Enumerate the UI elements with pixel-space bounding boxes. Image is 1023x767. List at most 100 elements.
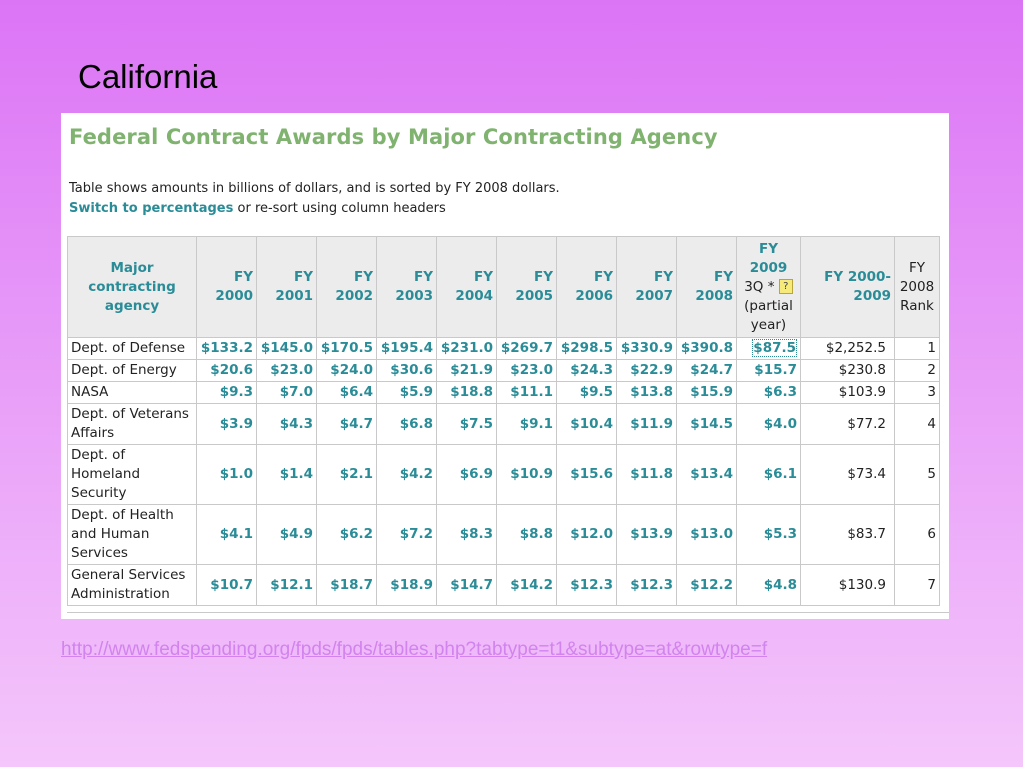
value-cell: $18.7 (316, 564, 377, 606)
fy2009-cell: $4.0 (736, 403, 801, 445)
fy2009-cell: $15.7 (736, 359, 801, 382)
value-cell: $4.9 (256, 504, 317, 565)
table-panel: Federal Contract Awards by Major Contrac… (61, 113, 949, 619)
fy2009-cell[interactable]: $87.5 (736, 337, 801, 360)
panel-heading: Federal Contract Awards by Major Contrac… (69, 125, 718, 149)
value-cell: $12.3 (616, 564, 677, 606)
help-icon[interactable]: ? (778, 279, 793, 294)
rank-cell: 6 (894, 504, 940, 565)
value-cell: $269.7 (496, 337, 557, 360)
value-cell: $18.9 (376, 564, 437, 606)
total-cell: $77.2 (800, 403, 895, 445)
value-cell: $18.8 (436, 381, 497, 404)
value-cell: $6.4 (316, 381, 377, 404)
value-cell: $13.4 (676, 444, 737, 505)
value-cell: $14.2 (496, 564, 557, 606)
switch-to-percentages-link[interactable]: Switch to percentages (69, 201, 234, 216)
value-cell: $7.5 (436, 403, 497, 445)
col-header-total[interactable]: FY 2000-2009 (800, 236, 895, 338)
value-cell: $30.6 (376, 359, 437, 382)
col-header-agency[interactable]: Major contracting agency (67, 236, 197, 338)
total-cell: $103.9 (800, 381, 895, 404)
value-cell: $12.1 (256, 564, 317, 606)
value-cell: $298.5 (556, 337, 617, 360)
fy2009-value: $6.1 (763, 466, 797, 482)
fy2009-value: $5.3 (763, 526, 797, 542)
col-header-fy2005[interactable]: FY 2005 (496, 236, 557, 338)
value-cell: $6.9 (436, 444, 497, 505)
fy2009-partial-year: (partial year) (744, 297, 793, 333)
agency-cell: Dept. of Health and Human Services (67, 504, 197, 565)
value-cell: $24.7 (676, 359, 737, 382)
fy2009-cell: $6.3 (736, 381, 801, 404)
table-description: Table shows amounts in billions of dolla… (69, 179, 560, 219)
value-cell: $195.4 (376, 337, 437, 360)
col-header-fy2000[interactable]: FY 2000 (196, 236, 257, 338)
col-header-fy2007[interactable]: FY 2007 (616, 236, 677, 338)
description-links: Switch to percentages or re-sort using c… (69, 199, 560, 219)
rank-cell: 5 (894, 444, 940, 505)
value-cell: $24.3 (556, 359, 617, 382)
value-cell: $133.2 (196, 337, 257, 360)
value-cell: $5.9 (376, 381, 437, 404)
value-cell: $4.1 (196, 504, 257, 565)
value-cell: $11.8 (616, 444, 677, 505)
source-url-link[interactable]: http://www.fedspending.org/fpds/fpds/tab… (61, 639, 768, 660)
fy2009-value: $87.5 (752, 339, 797, 357)
col-header-fy2002[interactable]: FY 2002 (316, 236, 377, 338)
value-cell: $13.8 (616, 381, 677, 404)
value-cell: $3.9 (196, 403, 257, 445)
value-cell: $8.8 (496, 504, 557, 565)
value-cell: $12.3 (556, 564, 617, 606)
rank-cell: 3 (894, 381, 940, 404)
value-cell: $9.3 (196, 381, 257, 404)
value-cell: $13.0 (676, 504, 737, 565)
description-text: Table shows amounts in billions of dolla… (69, 181, 560, 196)
value-cell: $7.0 (256, 381, 317, 404)
fy2009-cell: $4.8 (736, 564, 801, 606)
fy2009-cell: $6.1 (736, 444, 801, 505)
contract-awards-table: Major contracting agency FY 2000 FY 2001… (67, 236, 940, 606)
col-header-fy2006[interactable]: FY 2006 (556, 236, 617, 338)
value-cell: $22.9 (616, 359, 677, 382)
value-cell: $145.0 (256, 337, 317, 360)
fy2009-value: $6.3 (763, 384, 797, 400)
value-cell: $4.7 (316, 403, 377, 445)
agency-cell: Dept. of Defense (67, 337, 197, 360)
rank-cell: 1 (894, 337, 940, 360)
fy2009-value: $4.8 (763, 576, 797, 593)
col-header-rank[interactable]: FY 2008 Rank (894, 236, 940, 338)
agency-cell: General Services Administration (67, 564, 197, 606)
value-cell: $20.6 (196, 359, 257, 382)
value-cell: $1.0 (196, 444, 257, 505)
total-cell: $2,252.5 (800, 337, 895, 360)
value-cell: $21.9 (436, 359, 497, 382)
value-cell: $14.5 (676, 403, 737, 445)
agency-cell: Dept. of Veterans Affairs (67, 403, 197, 445)
value-cell: $15.9 (676, 381, 737, 404)
col-header-fy2009[interactable]: FY 2009 3Q * ? (partial year) (736, 236, 801, 338)
value-cell: $10.9 (496, 444, 557, 505)
table-row: General Services Administration $10.7 $12.… (67, 564, 940, 606)
value-cell: $23.0 (496, 359, 557, 382)
col-header-fy2001[interactable]: FY 2001 (256, 236, 317, 338)
value-cell: $12.2 (676, 564, 737, 606)
table-row: Dept. of Energy $20.6 $23.0 $24.0 $30.6 $21.9… (67, 359, 940, 382)
agency-cell: NASA (67, 381, 197, 404)
value-cell: $10.4 (556, 403, 617, 445)
agency-cell: Dept. of Energy (67, 359, 197, 382)
fy2009-quarter: 3Q * ? (740, 278, 797, 297)
table-header-row: Major contracting agency FY 2000 FY 2001… (67, 236, 940, 338)
table-row: Dept. of Defense $133.2 $145.0 $170.5 $195.4… (67, 337, 940, 360)
col-header-fy2003[interactable]: FY 2003 (376, 236, 437, 338)
value-cell: $8.3 (436, 504, 497, 565)
col-header-fy2008[interactable]: FY 2008 (676, 236, 737, 338)
col-header-fy2004[interactable]: FY 2004 (436, 236, 497, 338)
table-row: Dept. of Veterans Affairs $3.9 $4.3 $4.7 $6.… (67, 403, 940, 445)
value-cell: $330.9 (616, 337, 677, 360)
value-cell: $4.3 (256, 403, 317, 445)
fy2009-label: FY 2009 (749, 240, 788, 276)
rank-cell: 4 (894, 403, 940, 445)
value-cell: $11.1 (496, 381, 557, 404)
value-cell: $10.7 (196, 564, 257, 606)
